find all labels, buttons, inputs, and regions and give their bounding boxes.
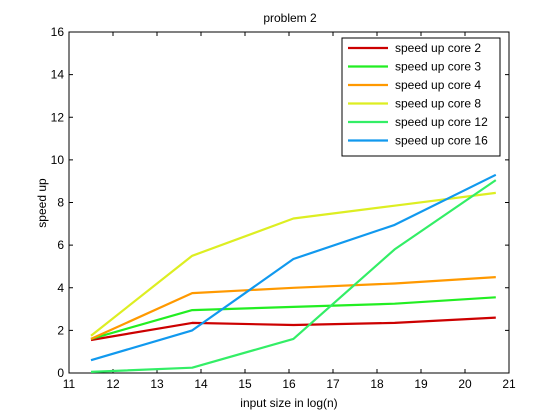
legend-label: speed up core 4 [395, 78, 481, 92]
legend-box [341, 37, 501, 157]
x-tick-label: 16 [282, 377, 296, 391]
x-tick-label: 15 [238, 377, 252, 391]
chart-title: problem 2 [263, 11, 317, 25]
legend: speed up core 2 speed up core 3 speed up c… [341, 37, 501, 157]
x-tick-label: 17 [326, 377, 340, 391]
series-line-speed-up-core-3 [90, 296, 496, 340]
x-tick-label: 11 [63, 377, 76, 391]
legend-label: speed up core 12 [395, 115, 488, 129]
x-tick-label: 19 [414, 377, 428, 391]
x-axis-label: input size in log(n) [240, 396, 337, 410]
x-tick-label: 14 [194, 377, 208, 391]
y-tick-label: 2 [57, 323, 64, 337]
x-axis: 11 12 13 14 15 16 17 18 19 20 21 [63, 32, 516, 391]
x-tick-label: 12 [106, 377, 120, 391]
y-tick-label: 12 [51, 110, 65, 124]
y-axis: 0 2 4 6 8 10 12 14 16 [51, 25, 509, 380]
series-line-speed-up-core-8 [90, 191, 496, 337]
y-tick-label: 4 [57, 281, 64, 295]
y-tick-label: 0 [57, 366, 64, 380]
series-line-speed-up-core-16 [90, 173, 497, 362]
legend-label: speed up core 2 [395, 41, 481, 55]
x-tick-label: 21 [502, 377, 516, 391]
x-tick-label: 13 [150, 377, 164, 391]
series-line-speed-up-core-4 [90, 276, 496, 340]
y-tick-label: 16 [51, 25, 65, 39]
y-tick-label: 14 [51, 68, 65, 82]
y-tick-label: 8 [57, 196, 64, 210]
legend-label: speed up core 3 [395, 60, 481, 74]
legend-label: speed up core 8 [395, 97, 481, 111]
legend-label: speed up core 16 [395, 134, 488, 148]
y-tick-label: 10 [51, 153, 65, 167]
y-axis-label: speed up [35, 178, 49, 228]
series-line-speed-up-core-12 [90, 179, 497, 373]
series-lines [90, 173, 497, 373]
series-line-speed-up-core-2 [90, 316, 496, 342]
x-tick-label: 18 [370, 377, 384, 391]
x-tick-label: 20 [458, 377, 472, 391]
y-tick-label: 6 [57, 238, 64, 252]
